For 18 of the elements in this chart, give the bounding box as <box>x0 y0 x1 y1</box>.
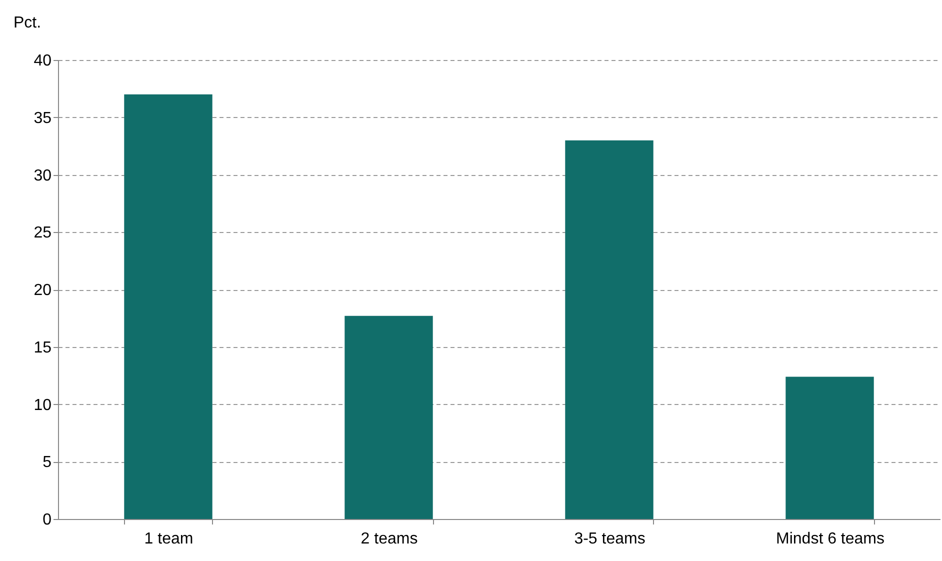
y-tick-label: 25 <box>34 224 52 242</box>
x-tick-label: Mindst 6 teams <box>776 530 884 548</box>
x-tick-label: 2 teams <box>360 530 418 548</box>
bar <box>124 94 212 519</box>
y-tick-label: 0 <box>42 512 52 528</box>
x-tick-label: 1 team <box>144 530 194 548</box>
y-tick-label: 35 <box>34 110 52 127</box>
y-tick-label: 5 <box>42 454 52 472</box>
y-tick-label: 40 <box>34 52 52 70</box>
bar <box>565 140 654 519</box>
bar <box>786 376 874 519</box>
bar <box>344 316 433 519</box>
y-tick-label: 15 <box>34 339 52 356</box>
y-tick-label: 10 <box>34 396 52 414</box>
y-tick-label: 30 <box>34 167 52 184</box>
y-axis-title: Pct. <box>14 14 42 32</box>
x-tick-label: 3-5 teams <box>574 530 646 548</box>
y-tick-label: 20 <box>34 282 52 299</box>
